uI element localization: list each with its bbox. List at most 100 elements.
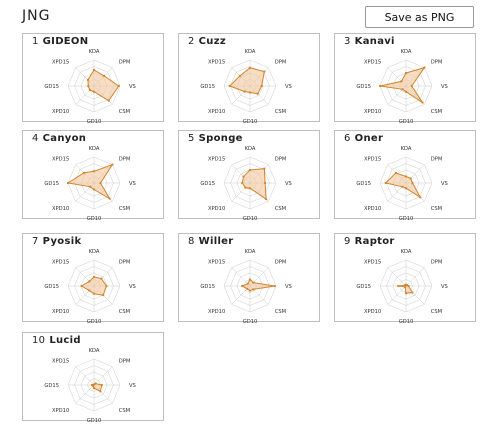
radar-point [407, 284, 410, 288]
player-rank: 7 [32, 236, 39, 247]
radar-spoke [387, 285, 407, 305]
radar-point [102, 294, 105, 297]
radar-point [404, 175, 408, 178]
radar-point [117, 84, 120, 88]
radar-point [89, 185, 92, 188]
player-card-title: 6 Oner [344, 133, 383, 144]
radar-point [421, 101, 424, 104]
axis-label: VS [285, 84, 292, 90]
axis-label: KDA [245, 49, 256, 55]
radar-spoke [93, 366, 113, 386]
radar-point [92, 387, 96, 390]
axis-label: KDA [89, 249, 100, 255]
radar-point [263, 181, 267, 185]
axis-label: VS [441, 181, 448, 187]
axis-label: XPD10 [52, 408, 69, 414]
player-name: Canyon [42, 133, 87, 144]
axis-label: DPM [119, 156, 131, 162]
radar-spoke [387, 267, 407, 287]
player-name: Kanavi [354, 36, 395, 47]
player-rank: 8 [188, 236, 195, 247]
radar-point [260, 84, 263, 88]
player-card-title: 4 Canyon [32, 133, 86, 144]
radar-chart: KDA DPM VS CSM GD10 XPD10 GD15 XPD15 [44, 146, 136, 222]
radar-point [94, 382, 97, 385]
axis-label: VS [441, 84, 448, 90]
axis-label: GD15 [356, 84, 371, 90]
radar-spoke [75, 366, 95, 386]
radar-spoke [75, 384, 95, 404]
axis-label: CSM [431, 309, 442, 315]
axis-label: GD15 [200, 181, 215, 187]
radar-series-area [80, 276, 108, 296]
radar-point [248, 66, 252, 69]
radar-series-area [241, 168, 267, 201]
axis-label: DPM [431, 156, 443, 162]
axis-label: DPM [275, 59, 287, 65]
axis-label: DPM [119, 259, 131, 265]
radar-point [384, 181, 387, 185]
axis-label: GD10 [399, 319, 414, 325]
player-name: Raptor [354, 236, 395, 247]
axis-label: GD15 [44, 284, 59, 290]
radar-point [92, 292, 96, 295]
axis-label: XPD15 [364, 259, 381, 265]
player-rank: 3 [344, 36, 351, 47]
axis-label: VS [129, 181, 136, 187]
radar-point [405, 283, 409, 287]
axis-label: GD10 [87, 319, 102, 325]
axis-label: KDA [245, 249, 256, 255]
player-name: Cuzz [198, 36, 226, 47]
radar-point [246, 287, 249, 290]
radar-point [82, 171, 85, 174]
radar-point [244, 186, 247, 189]
radar-point [248, 289, 252, 292]
axis-label: GD10 [87, 216, 102, 222]
player-name: GIDEON [42, 36, 89, 47]
radar-point [265, 198, 268, 201]
player-card: 7 Pyosik KDA DPM VS CSM GD10 XPD10 GD15 XPD15 [22, 233, 164, 325]
axis-label: GD10 [243, 319, 258, 325]
axis-label: KDA [89, 348, 100, 354]
player-card: 6 Oner KDA DPM VS CSM GD10 XPD10 GD15 XPD15 [334, 130, 476, 222]
axis-label: CSM [119, 408, 130, 414]
axis-label: KDA [245, 146, 256, 152]
axis-label: CSM [275, 206, 286, 212]
radar-point [92, 90, 96, 93]
axis-label: GD15 [356, 284, 371, 290]
radar-point [86, 78, 90, 82]
radar-chart: KDA DPM VS CSM GD10 XPD10 GD15 XPD15 [44, 49, 136, 125]
axis-label: XPD10 [52, 109, 69, 115]
axis-label: GD15 [356, 181, 371, 187]
axis-label: GD10 [399, 119, 414, 125]
player-card: 5 Sponge KDA DPM VS CSM GD10 XPD10 GD15 XPD15 [178, 130, 320, 222]
page-title: JNG [22, 8, 51, 24]
radar-point [404, 292, 408, 295]
radar-point [378, 84, 382, 88]
radar-point [241, 284, 244, 288]
player-rank: 1 [32, 36, 39, 47]
radar-point [248, 168, 252, 172]
radar-point [409, 177, 412, 180]
radar-chart: KDA DPM VS CSM GD10 XPD10 GD15 XPD15 [200, 249, 291, 325]
axis-label: KDA [401, 249, 412, 255]
axis-label: VS [129, 84, 136, 90]
radar-point [87, 84, 90, 88]
axis-label: CSM [275, 109, 286, 115]
radar-point [411, 291, 414, 294]
radar-point [243, 90, 246, 93]
player-rank: 10 [32, 335, 46, 346]
player-card: 4 Canyon KDA DPM VS CSM GD10 XPD10 GD15 XPD15 [22, 130, 164, 222]
player-rank: 2 [188, 36, 195, 47]
radar-point [401, 88, 404, 91]
player-card-title: 2 Cuzz [188, 36, 226, 47]
radar-point [411, 181, 414, 185]
player-card: 9 Raptor KDA DPM VS CSM GD10 XPD10 GD15 XPD15 [334, 233, 476, 325]
radar-point [410, 84, 413, 88]
radar-point [256, 92, 259, 95]
player-name: Willer [198, 236, 234, 247]
save-as-png-button[interactable]: Save as PNG [365, 6, 474, 28]
radar-point [92, 188, 96, 191]
axis-label: GD10 [87, 418, 102, 424]
radar-chart: KDA DPM VS CSM GD10 XPD10 GD15 XPD15 [44, 348, 135, 424]
